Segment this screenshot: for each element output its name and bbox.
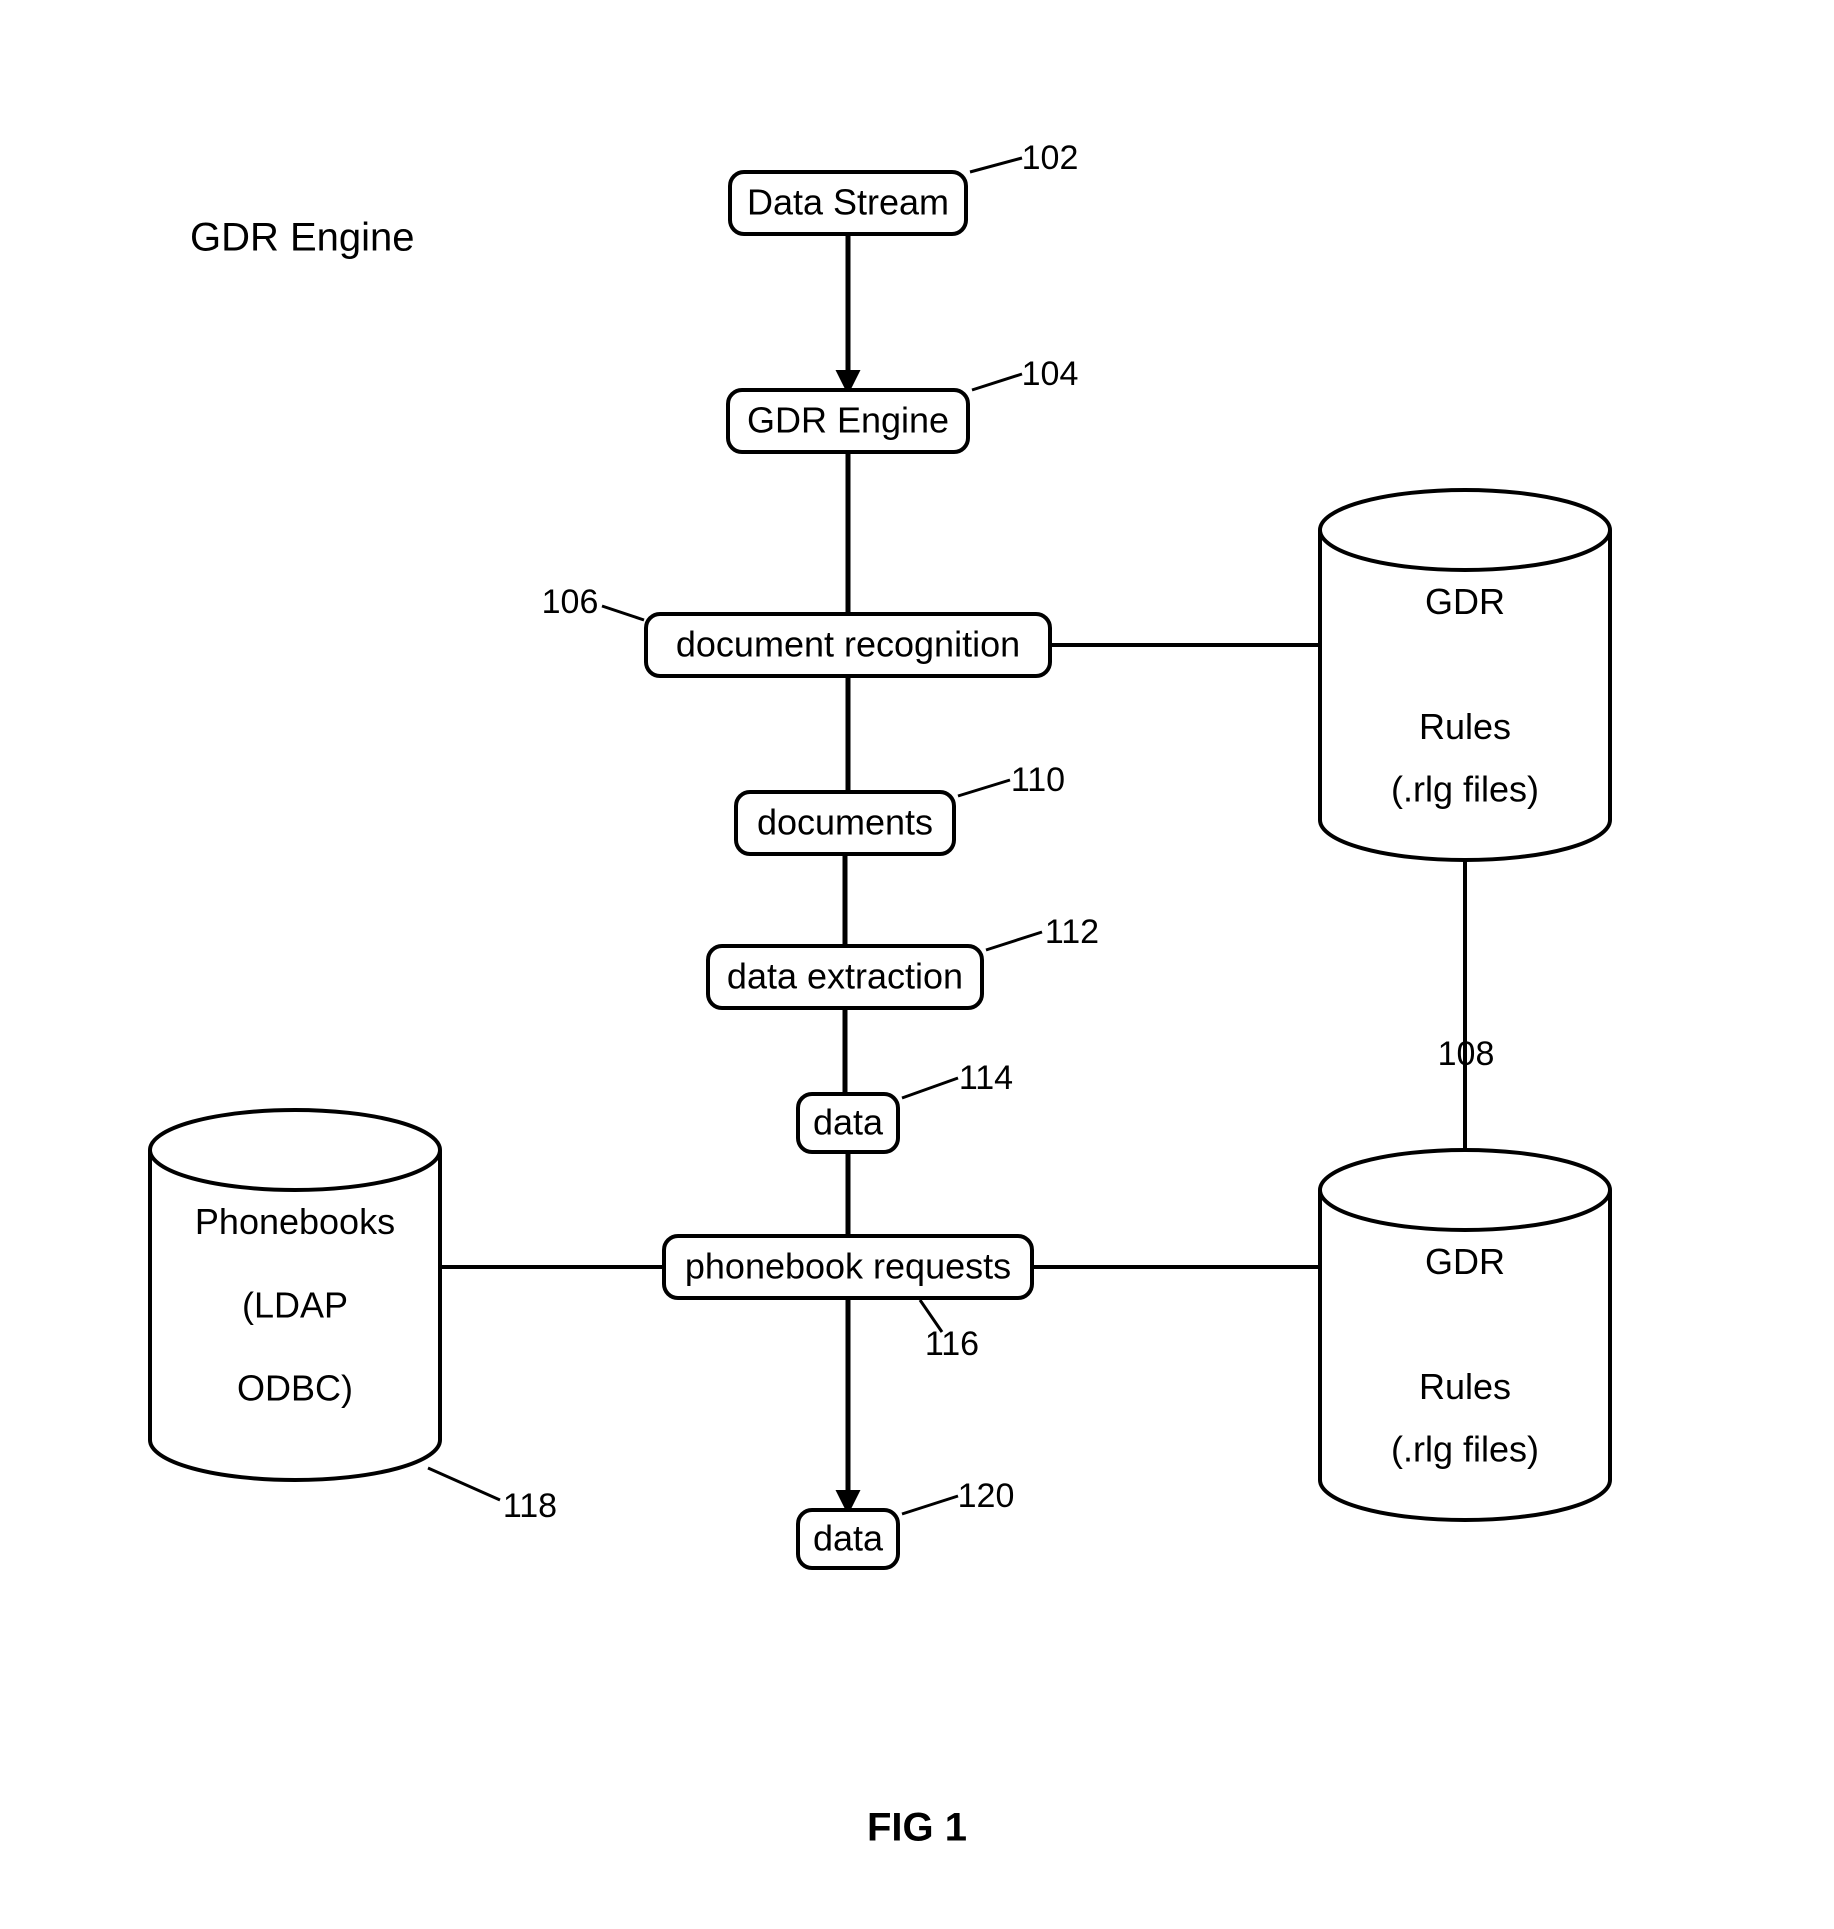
node-label-data_stream: Data Stream	[747, 182, 949, 223]
ref-r102: 102	[1022, 139, 1079, 177]
cylinder-label-gdr_rules_top-2: Rules	[1419, 706, 1511, 747]
leader-r114	[902, 1078, 958, 1098]
ref-r104: 104	[1022, 355, 1079, 393]
cylinder-label-phonebooks-0: Phonebooks	[195, 1201, 395, 1242]
ref-r106: 106	[542, 583, 599, 621]
leader-r120	[902, 1496, 958, 1514]
leader-r112	[986, 932, 1042, 950]
cylinder-label-gdr_rules_top-0: GDR	[1425, 581, 1505, 622]
cylinder-label-phonebooks-1: (LDAP	[242, 1284, 348, 1325]
node-label-data1: data	[813, 1102, 884, 1143]
cylinder-label-gdr_rules_top-3: (.rlg files)	[1391, 769, 1539, 810]
leader-r102	[970, 158, 1022, 172]
ref-r108: 108	[1438, 1035, 1495, 1073]
node-label-phonebook_req: phonebook requests	[685, 1246, 1011, 1287]
figure-label: FIG 1	[867, 1806, 967, 1850]
node-label-documents: documents	[757, 802, 933, 843]
node-label-data_extract: data extraction	[727, 956, 963, 997]
diagram-title: GDR Engine	[190, 216, 415, 260]
node-label-gdr_engine: GDR Engine	[747, 400, 949, 441]
leader-r110	[958, 780, 1010, 796]
ref-r120: 120	[958, 1477, 1015, 1515]
leader-r106	[602, 606, 644, 620]
cylinder-label-gdr_rules_bottom-2: Rules	[1419, 1366, 1511, 1407]
ref-r116: 116	[925, 1325, 979, 1363]
ref-r114: 114	[959, 1059, 1013, 1097]
leader-r118	[428, 1468, 500, 1500]
cylinder-label-gdr_rules_bottom-3: (.rlg files)	[1391, 1429, 1539, 1470]
ref-r110: 110	[1011, 761, 1065, 799]
ref-r112: 112	[1045, 913, 1099, 951]
node-label-data2: data	[813, 1518, 884, 1559]
ref-r118: 118	[503, 1487, 557, 1525]
node-label-doc_recog: document recognition	[676, 624, 1020, 665]
cylinder-label-phonebooks-2: ODBC)	[237, 1368, 353, 1409]
cylinder-label-gdr_rules_bottom-0: GDR	[1425, 1241, 1505, 1282]
leader-r104	[972, 374, 1022, 390]
